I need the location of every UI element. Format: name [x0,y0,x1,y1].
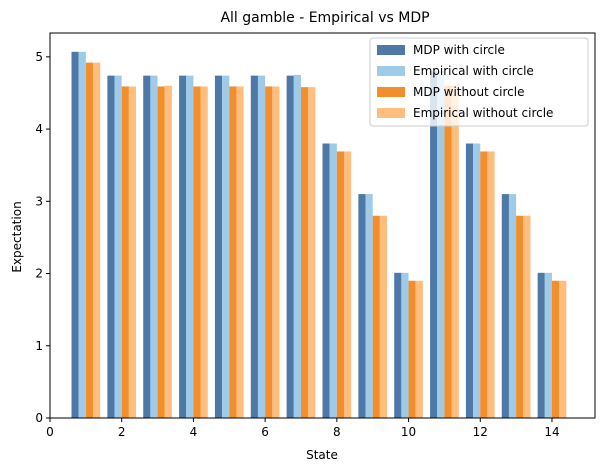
y-axis-label: Expectation [10,201,24,272]
y-tick-label: 5 [35,50,43,64]
legend-label: MDP without circle [413,85,525,99]
bar-empirical-with-circle-state-5 [222,75,230,419]
bar-empirical-without-circle-state-1 [93,62,101,419]
bar-mdp-without-circle-state-2 [121,86,129,418]
legend-swatch [377,108,405,118]
x-tick-label: 10 [401,425,416,439]
bar-empirical-without-circle-state-6 [272,86,280,418]
bar-empirical-without-circle-state-8 [344,151,352,418]
bar-mdp-with-circle-state-9 [358,194,366,418]
bar-empirical-with-circle-state-11 [437,71,445,418]
plot-frame [49,32,596,419]
bar-empirical-without-circle-state-14 [559,280,567,418]
bar-mdp-without-circle-state-8 [336,151,345,418]
x-tick-label: 6 [261,425,269,439]
bar-empirical-without-circle-state-11 [451,85,459,418]
bar-empirical-with-circle-state-8 [329,143,337,418]
bar-empirical-without-circle-state-12 [487,151,495,418]
x-tick-label: 0 [46,425,54,439]
bar-empirical-without-circle-state-5 [236,86,244,418]
bar-mdp-with-circle-state-4 [179,75,187,419]
y-tick-label: 1 [35,339,43,353]
bar-empirical-without-circle-state-13 [523,215,531,418]
legend-swatch [377,45,405,55]
bar-empirical-with-circle-state-10 [401,272,409,418]
bar-mdp-without-circle-state-4 [193,86,201,418]
x-tick-label: 14 [544,425,559,439]
bar-mdp-with-circle-state-5 [214,75,223,419]
bar-empirical-with-circle-state-1 [78,51,86,418]
bar-mdp-with-circle-state-8 [322,143,330,418]
legend-swatch [377,66,405,76]
bar-empirical-with-circle-state-4 [186,75,194,419]
bar-mdp-without-circle-state-7 [300,87,309,419]
bar-mdp-without-circle-state-5 [229,86,237,418]
x-tick-label: 12 [473,425,488,439]
bar-mdp-with-circle-state-6 [250,75,258,419]
legend-label: Empirical with circle [413,64,534,78]
bar-mdp-without-circle-state-14 [551,280,560,418]
bar-mdp-with-circle-state-12 [465,143,474,418]
bar-mdp-without-circle-state-1 [85,62,94,419]
bar-empirical-without-circle-state-10 [415,280,423,418]
bar-empirical-without-circle-state-7 [308,87,316,419]
bar-empirical-without-circle-state-9 [379,215,388,418]
y-tick-label: 3 [35,194,43,208]
legend-label: Empirical without circle [413,106,553,120]
bar-empirical-with-circle-state-14 [544,272,552,418]
bar-mdp-with-circle-state-10 [394,272,402,418]
bar-mdp-without-circle-state-6 [265,86,273,418]
y-axis-ticks: 0 1 2 3 4 5 [35,50,50,425]
x-tick-label: 4 [190,425,198,439]
bar-mdp-with-circle-state-1 [71,51,79,418]
bar-empirical-without-circle-state-4 [200,86,208,418]
legend-box [369,37,589,127]
bar-mdp-without-circle-state-12 [480,151,488,418]
legend-swatch [377,87,405,97]
bar-mdp-with-circle-state-11 [430,71,438,418]
x-axis-label: State [306,448,338,462]
bar-mdp-without-circle-state-10 [408,280,416,418]
bar-empirical-without-circle-state-3 [164,85,172,418]
bar-empirical-without-circle-state-2 [128,86,137,418]
bar-empirical-with-circle-state-7 [293,74,301,418]
bar-empirical-with-circle-state-3 [150,75,158,419]
y-tick-label: 0 [35,411,43,425]
bar-empirical-with-circle-state-6 [257,75,266,419]
legend: MDP with circle Empirical with circle MDP … [369,37,589,127]
bar-mdp-with-circle-state-13 [501,194,509,418]
bars-group [71,51,567,419]
bar-mdp-without-circle-state-11 [444,85,452,418]
legend-label: MDP with circle [413,43,505,57]
x-axis-ticks: 0 2 4 6 8 10 12 14 [46,418,560,439]
bar-mdp-without-circle-state-9 [372,215,380,418]
bar-mdp-without-circle-state-3 [157,86,165,418]
y-tick-label: 2 [35,267,43,281]
bar-mdp-with-circle-state-3 [143,75,151,419]
bar-mdp-with-circle-state-2 [107,75,115,419]
chart-title: All gamble - Empirical vs MDP [220,10,429,26]
x-tick-label: 8 [333,425,341,439]
bar-mdp-with-circle-state-14 [537,272,545,418]
bar-mdp-without-circle-state-13 [516,215,524,418]
y-tick-label: 4 [35,122,43,136]
bar-empirical-with-circle-state-2 [114,75,122,419]
x-tick-label: 2 [118,425,126,439]
bar-mdp-with-circle-state-7 [286,75,294,419]
bar-empirical-with-circle-state-13 [508,194,517,418]
bar-empirical-with-circle-state-9 [365,194,373,418]
bar-empirical-with-circle-state-12 [473,143,481,418]
